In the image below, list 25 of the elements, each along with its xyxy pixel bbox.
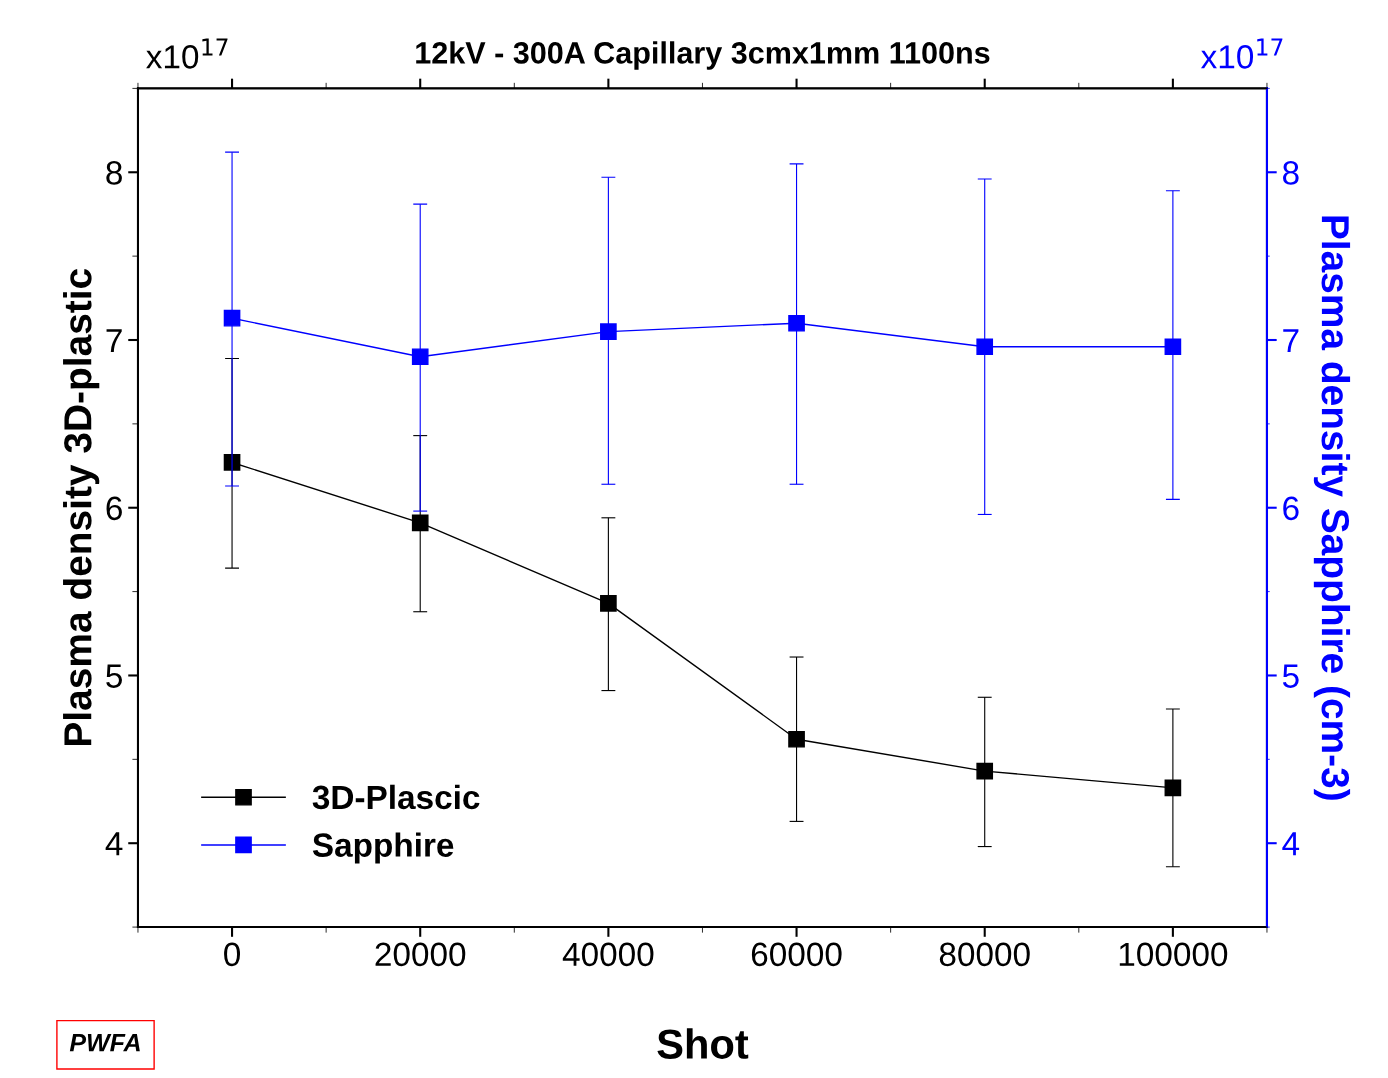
x-axis-title: Shot (657, 1028, 749, 1059)
y-tick-label: 8 (106, 161, 122, 185)
y2-tick-label: 4 (1282, 832, 1300, 856)
y2-tick-label: 6 (1283, 496, 1299, 521)
legend-label: 3D-Plascic (312, 784, 480, 810)
y-tick-label: 5 (106, 664, 122, 688)
y-axis-title: Plasma density 3D-plastic (63, 268, 100, 746)
text: x10$^{17}$ (146, 38, 228, 69)
y-tick-label: 7 (106, 329, 122, 353)
x-tick-label: 0 (224, 942, 241, 967)
y-tick-label: 4 (105, 832, 123, 856)
x-tick-label: 100000 (1119, 942, 1228, 967)
text: x10$^{17}$ (1201, 38, 1283, 69)
x-tick-label: 60000 (751, 942, 842, 967)
legend-label: Sapphire (312, 832, 454, 864)
y2-axis-title: Plasma density Sapphire (cm-3) (1313, 216, 1351, 800)
y2-tick-label: 7 (1283, 329, 1299, 353)
text: PWFA (69, 1034, 140, 1052)
y2-tick-label: 5 (1282, 664, 1299, 688)
x-tick-label: 20000 (375, 942, 466, 967)
x-tick-label: 80000 (939, 942, 1030, 967)
y2-tick-label: 8 (1283, 161, 1299, 185)
chart-title: 12kV - 300A Capillary 3cmx1mm 1100ns (416, 41, 990, 70)
y-tick-label: 6 (106, 496, 122, 521)
x-tick-label: 40000 (562, 942, 654, 967)
